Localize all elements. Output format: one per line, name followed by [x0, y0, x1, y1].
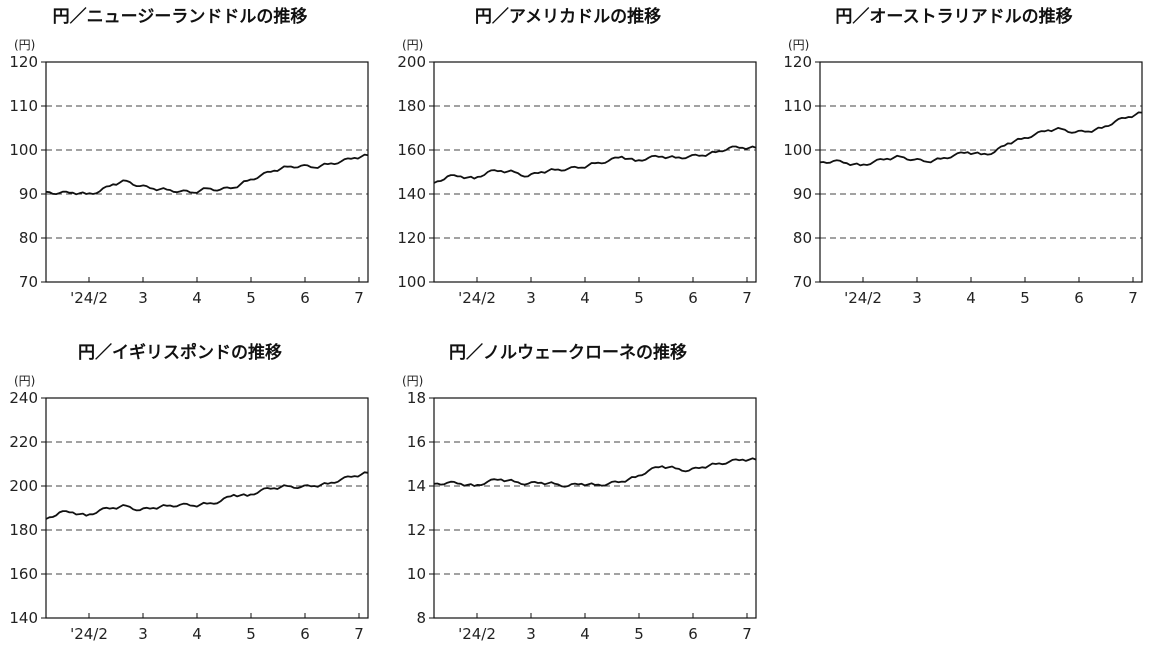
- y-tick-label: 8: [416, 609, 426, 627]
- plot-frame: [45, 61, 369, 283]
- x-tick-label: 4: [580, 625, 590, 643]
- x-tick-label: 5: [246, 625, 256, 643]
- y-tick-label: 220: [9, 433, 38, 451]
- x-tick-label: 5: [246, 289, 256, 307]
- y-tick-label: 18: [407, 389, 426, 407]
- y-tick-label: 90: [793, 185, 812, 203]
- y-tick-label: 90: [19, 185, 38, 203]
- x-tick-label: 6: [688, 625, 698, 643]
- y-tick-label: 70: [19, 273, 38, 291]
- x-tick-label: 5: [634, 625, 644, 643]
- y-tick-label: 160: [397, 141, 426, 159]
- series-line: [433, 145, 757, 184]
- y-unit-label: (円): [14, 374, 35, 388]
- y-tick-label: 80: [793, 229, 812, 247]
- y-tick-label: 70: [793, 273, 812, 291]
- x-tick-label: 3: [138, 625, 148, 643]
- y-tick-label: 16: [407, 433, 426, 451]
- x-tick-label: 4: [192, 289, 202, 307]
- y-unit-label: (円): [788, 38, 809, 52]
- plot-frame: [433, 61, 757, 283]
- y-tick-label: 10: [407, 565, 426, 583]
- y-tick-label: 120: [397, 229, 426, 247]
- x-tick-label: 4: [966, 289, 976, 307]
- x-tick-label: '24/2: [458, 625, 496, 643]
- chart-svg: (円) 70 80 90 100 110 120 '24/2 3 4 5 6 7: [783, 38, 1143, 307]
- chart-svg: (円) 8 10 12 14 16 18 '24/2 3 4 5 6 7: [402, 374, 757, 643]
- x-tick-label: 7: [742, 289, 752, 307]
- chart-svg: (円) 140 160 180 200 220 240 '24/2 3 4 5 6 7: [9, 374, 369, 643]
- x-tick-label: '24/2: [70, 625, 108, 643]
- x-tick-label: 7: [354, 625, 364, 643]
- y-tick-label: 100: [397, 273, 426, 291]
- x-tick-label: 4: [580, 289, 590, 307]
- y-tick-label: 110: [783, 97, 812, 115]
- x-tick-label: 5: [634, 289, 644, 307]
- series-line: [819, 111, 1143, 167]
- x-tick-label: '24/2: [458, 289, 496, 307]
- chart-svg: (円) 70 80 90 100 110 120 '24/2 3 4 5 6 7: [9, 38, 369, 307]
- x-tick-label: '24/2: [70, 289, 108, 307]
- x-tick-label: 6: [300, 625, 310, 643]
- x-tick-label: 6: [300, 289, 310, 307]
- plot-frame: [819, 61, 1143, 283]
- x-tick-label: '24/2: [844, 289, 882, 307]
- y-tick-label: 110: [9, 97, 38, 115]
- y-unit-label: (円): [14, 38, 35, 52]
- chart-panel-aud: 円／オーストラリアドルの推移 (円) 70 80 90 100 110 120 '24/2 3 4…: [774, 0, 1150, 320]
- chart-panel-nzd: 円／ニュージーランドドルの推移 (円) 70 80 90 100 110 120 '24/2 3…: [0, 0, 380, 320]
- plot-frame: [45, 397, 369, 619]
- y-tick-label: 120: [783, 53, 812, 71]
- chart-title: 円／イギリスポンドの推移: [78, 343, 282, 363]
- y-tick-label: 180: [397, 97, 426, 115]
- y-tick-label: 120: [9, 53, 38, 71]
- x-tick-label: 3: [138, 289, 148, 307]
- y-tick-label: 14: [407, 477, 426, 495]
- y-unit-label: (円): [402, 374, 423, 388]
- chart-title: 円／ニュージーランドドルの推移: [52, 7, 308, 27]
- chart-title: 円／アメリカドルの推移: [474, 7, 662, 27]
- chart-panel-nok: 円／ノルウェークローネの推移 (円) 8 10 12 14 16 18 '24/2 3 4 5 6 7: [388, 336, 768, 656]
- chart-title: 円／オーストラリアドルの推移: [835, 7, 1073, 27]
- y-tick-label: 100: [9, 141, 38, 159]
- y-tick-label: 140: [9, 609, 38, 627]
- x-tick-label: 3: [526, 625, 536, 643]
- y-tick-label: 200: [397, 53, 426, 71]
- series-line: [433, 457, 757, 488]
- chart-panel-gbp: 円／イギリスポンドの推移 (円) 140 160 180 200 220 240 '24/2 3…: [0, 336, 380, 656]
- y-unit-label: (円): [402, 38, 423, 52]
- x-tick-label: 3: [912, 289, 922, 307]
- plot-frame: [433, 397, 757, 619]
- x-tick-label: 7: [742, 625, 752, 643]
- series-line: [45, 471, 369, 520]
- x-tick-label: 4: [192, 625, 202, 643]
- y-tick-label: 140: [397, 185, 426, 203]
- chart-svg: (円) 100 120 140 160 180 200 '24/2 3 4 5 6 7: [397, 38, 757, 307]
- y-tick-label: 240: [9, 389, 38, 407]
- y-tick-label: 80: [19, 229, 38, 247]
- y-tick-label: 12: [407, 521, 426, 539]
- chart-title: 円／ノルウェークローネの推移: [449, 343, 687, 363]
- y-tick-label: 180: [9, 521, 38, 539]
- x-tick-label: 5: [1020, 289, 1030, 307]
- y-tick-label: 200: [9, 477, 38, 495]
- y-tick-label: 160: [9, 565, 38, 583]
- x-tick-label: 6: [1074, 289, 1084, 307]
- y-tick-label: 100: [783, 141, 812, 159]
- x-tick-label: 3: [526, 289, 536, 307]
- series-line: [45, 153, 369, 196]
- x-tick-label: 7: [1128, 289, 1138, 307]
- chart-panel-usd: 円／アメリカドルの推移 (円) 100 120 140 160 180 200 '24/2 3 4…: [388, 0, 768, 320]
- x-tick-label: 6: [688, 289, 698, 307]
- x-tick-label: 7: [354, 289, 364, 307]
